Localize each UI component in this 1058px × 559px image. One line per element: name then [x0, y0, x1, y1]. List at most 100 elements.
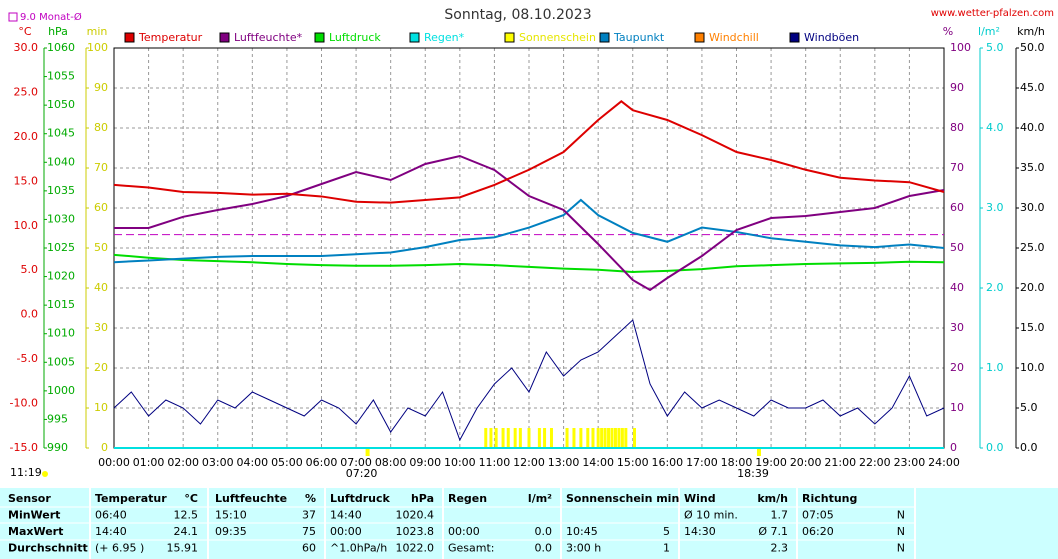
sunshine-bar: [603, 428, 607, 448]
y-tick-label: 1010: [47, 327, 75, 340]
y-tick-label: 15.0: [14, 174, 39, 187]
y-tick-label: 100: [87, 41, 108, 54]
y-tick-label: 0.0: [21, 308, 39, 321]
x-tick-label: 18:00: [721, 456, 753, 469]
sunshine-bar: [607, 428, 611, 448]
y-tick-label: 2.0: [986, 281, 1004, 294]
sunshine-bar: [617, 428, 621, 448]
table-cell: (+ 6.95 ): [95, 542, 144, 555]
y-tick-label: 60: [94, 201, 108, 214]
table-cell: 06:40: [95, 509, 127, 522]
axis-unit: %: [943, 25, 953, 38]
y-tick-label: 50: [950, 241, 964, 254]
y-tick-label: 20.0: [1020, 281, 1045, 294]
sunset-label: 18:39: [737, 467, 769, 480]
x-tick-label: 23:00: [894, 456, 926, 469]
x-tick-label: 16:00: [651, 456, 683, 469]
y-tick-label: 1060: [47, 41, 75, 54]
sunshine-bar: [632, 428, 636, 448]
y-tick-label: 5.0: [1020, 401, 1038, 414]
table-cell: 2.3: [771, 542, 789, 555]
y-tick-label: 1020: [47, 270, 75, 283]
table-cell: N: [897, 542, 905, 555]
table-cell: 14:40: [330, 509, 362, 522]
table-header: Richtung: [802, 492, 857, 505]
table-header: l/m²: [528, 492, 552, 505]
table-header: km/h: [757, 492, 788, 505]
axis-unit: km/h: [1017, 25, 1045, 38]
y-tick-label: 40: [94, 281, 108, 294]
y-tick-label: 30.0: [14, 41, 39, 54]
table-cell: 14:30: [684, 525, 716, 538]
y-tick-label: 5.0: [986, 41, 1004, 54]
sunshine-bar: [489, 428, 493, 448]
y-tick-label: 40: [950, 281, 964, 294]
y-tick-label: 15.0: [1020, 321, 1045, 334]
mean-label: 9.0 Monat-Ø: [20, 11, 82, 23]
table-cell: 1022.0: [396, 542, 435, 555]
table-cell: Ø 7.1: [758, 525, 788, 538]
y-tick-label: 10: [94, 401, 108, 414]
y-tick-label: 50: [94, 241, 108, 254]
y-tick-label: 100: [950, 41, 971, 54]
x-tick-label: 00:00: [98, 456, 130, 469]
y-tick-label: 1.0: [986, 361, 1004, 374]
y-tick-label: 1025: [47, 241, 75, 254]
table-cell: Ø 10 min.: [684, 509, 738, 522]
table-cell: 12.5: [174, 509, 199, 522]
y-tick-label: 40.0: [1020, 121, 1045, 134]
table-cell: 09:35: [215, 525, 247, 538]
axis-unit: min: [87, 25, 108, 38]
y-tick-label: 20.0: [14, 130, 39, 143]
y-tick-label: -10.0: [10, 397, 38, 410]
table-cell: 75: [302, 525, 316, 538]
x-tick-label: 04:00: [236, 456, 268, 469]
table-cell: 0.0: [535, 525, 553, 538]
y-tick-label: 0.0: [986, 441, 1004, 454]
series-line: [114, 154, 945, 292]
table-cell: 10:45: [566, 525, 598, 538]
table-cell: MaxWert: [8, 525, 63, 538]
table-cell: 1023.8: [396, 525, 435, 538]
y-tick-label: 20: [94, 361, 108, 374]
x-tick-label: 19:00: [755, 456, 787, 469]
y-tick-label: 1005: [47, 355, 75, 368]
y-tick-label: 990: [47, 441, 68, 454]
table-header: %: [305, 492, 316, 505]
x-tick-label: 06:00: [306, 456, 338, 469]
y-tick-label: 90: [94, 81, 108, 94]
table-cell: 00:00: [448, 525, 480, 538]
y-tick-label: 1000: [47, 384, 75, 397]
table-cell: 00:00: [330, 525, 362, 538]
legend-label: Windchill: [709, 31, 759, 44]
x-tick-label: 09:00: [409, 456, 441, 469]
legend-swatch: [789, 32, 800, 43]
sunshine-bar: [484, 428, 488, 448]
table-cell: 06:20: [802, 525, 834, 538]
x-tick-label: 08:00: [375, 456, 407, 469]
x-tick-label: 03:00: [202, 456, 234, 469]
y-tick-label: 1045: [47, 127, 75, 140]
series-line: [113, 100, 945, 204]
table-cell: N: [897, 509, 905, 522]
series-line: [113, 319, 945, 442]
x-tick-label: 17:00: [686, 456, 718, 469]
y-tick-label: 20: [950, 361, 964, 374]
chart-title: Sonntag, 08.10.2023: [444, 7, 591, 23]
table-cell: ^1.0hPa/h: [330, 542, 387, 555]
legend-label: Taupunkt: [613, 31, 665, 44]
sunshine-bar: [572, 428, 576, 448]
y-tick-label: 80: [94, 121, 108, 134]
legend-swatch: [314, 32, 325, 43]
legend-swatch: [219, 32, 230, 43]
table-header: hPa: [411, 492, 434, 505]
sunshine-bar: [518, 428, 522, 448]
table-cell: MinWert: [8, 509, 60, 522]
y-tick-label: 70: [950, 161, 964, 174]
axis-unit: l/m²: [978, 25, 1000, 38]
table-cell: 1.7: [771, 509, 789, 522]
y-tick-label: 10: [950, 401, 964, 414]
y-tick-label: 60: [950, 201, 964, 214]
table-header: Regen: [448, 492, 487, 505]
